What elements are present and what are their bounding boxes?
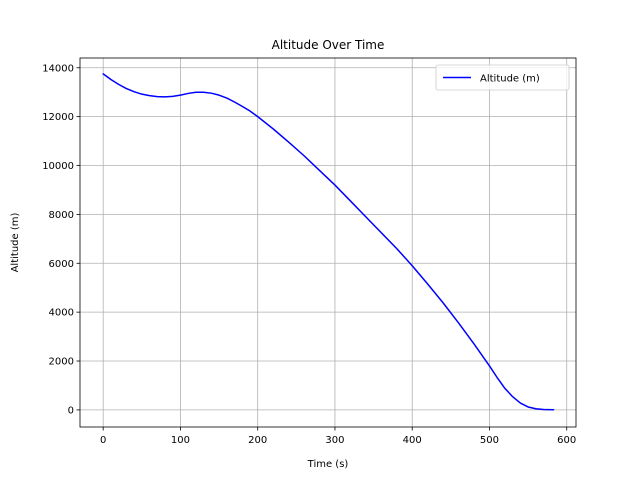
x-tick-label: 100 (171, 435, 190, 446)
plot-frame (79, 57, 577, 428)
y-tick-label: 0 (68, 405, 74, 416)
x-tick-label: 500 (480, 435, 499, 446)
legend-box (435, 64, 570, 91)
legend: Altitude (m) (435, 64, 570, 91)
x-tick-label: 400 (403, 435, 422, 446)
series-layer (102, 73, 555, 411)
legend-label: Altitude (m) (480, 74, 540, 85)
series-line-altitude (102, 73, 555, 411)
chart-title: Altitude Over Time (272, 38, 385, 52)
y-tick-label: 4000 (49, 308, 74, 319)
y-tick-label: 10000 (42, 161, 74, 172)
y-tick-label: 6000 (49, 259, 74, 270)
y-tick-label: 8000 (49, 210, 74, 221)
axis-ticks: 0 100 200 300 400 500 600020004000600080001000… (42, 63, 576, 446)
x-axis-label: Time (s) (307, 459, 349, 470)
y-tick-label: 2000 (49, 357, 74, 368)
x-tick-label: 600 (557, 435, 576, 446)
x-tick-label: 300 (325, 435, 344, 446)
y-axis-label: Altitude (m) (10, 213, 21, 273)
x-tick-label: 200 (248, 435, 267, 446)
y-tick-label: 12000 (42, 112, 74, 123)
y-tick-label: 14000 (42, 63, 74, 74)
grid-lines (80, 58, 576, 427)
x-tick-label: 0 (100, 435, 106, 446)
